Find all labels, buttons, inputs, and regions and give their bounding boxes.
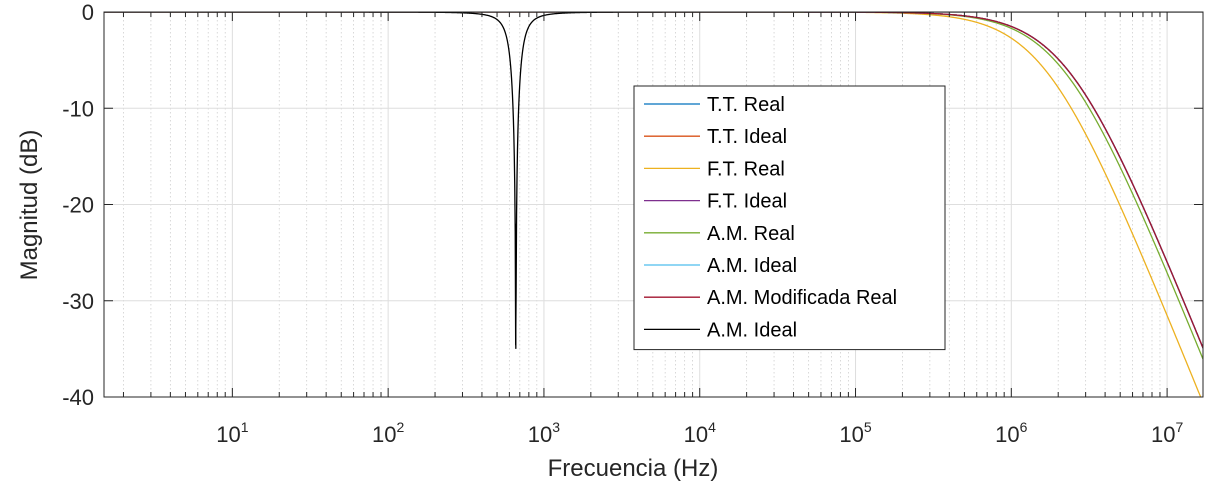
x-tick-label: 105 bbox=[839, 419, 871, 447]
y-tick-label: 0 bbox=[82, 0, 94, 25]
y-axis-label: Magnitud (dB) bbox=[16, 130, 43, 281]
x-tick-labels: 101 102 103 104 105 106 107 bbox=[216, 419, 1183, 447]
y-tick-label: -20 bbox=[62, 193, 94, 218]
series-line bbox=[104, 12, 1203, 349]
minor-ticks bbox=[104, 11, 1203, 398]
y-tick-label: -40 bbox=[62, 385, 94, 410]
x-tick-label: 103 bbox=[528, 419, 560, 447]
legend-box bbox=[633, 85, 946, 351]
y-tick-label: -10 bbox=[62, 96, 94, 121]
legend-label: T.T. Real bbox=[707, 94, 785, 116]
x-tick-label: 102 bbox=[372, 419, 404, 447]
legend-label: T.T. Ideal bbox=[707, 126, 787, 148]
x-axis-label: Frecuencia (Hz) bbox=[548, 455, 719, 482]
legend: T.T. Real T.T. Ideal F.T. Real F.T. Ideal A.… bbox=[633, 85, 946, 351]
x-tick-label: 107 bbox=[1151, 419, 1183, 447]
legend-label: A.M. Real bbox=[707, 223, 795, 245]
legend-label: A.M. Ideal bbox=[707, 255, 797, 277]
y-tick-label: -30 bbox=[62, 289, 94, 314]
legend-label: A.M. Ideal bbox=[707, 319, 797, 341]
x-tick-label: 101 bbox=[216, 419, 248, 447]
y-tick-labels: 0 -10 -20 -30 -40 bbox=[62, 0, 94, 410]
x-tick-label: 106 bbox=[995, 419, 1027, 447]
legend-label: F.T. Ideal bbox=[707, 191, 787, 213]
series-line bbox=[104, 12, 1202, 397]
legend-label: F.T. Real bbox=[707, 158, 785, 180]
series-line bbox=[104, 12, 1203, 360]
legend-label: A.M. Modificada Real bbox=[707, 287, 897, 309]
series-lines bbox=[104, 12, 1203, 397]
x-tick-label: 104 bbox=[684, 419, 716, 447]
